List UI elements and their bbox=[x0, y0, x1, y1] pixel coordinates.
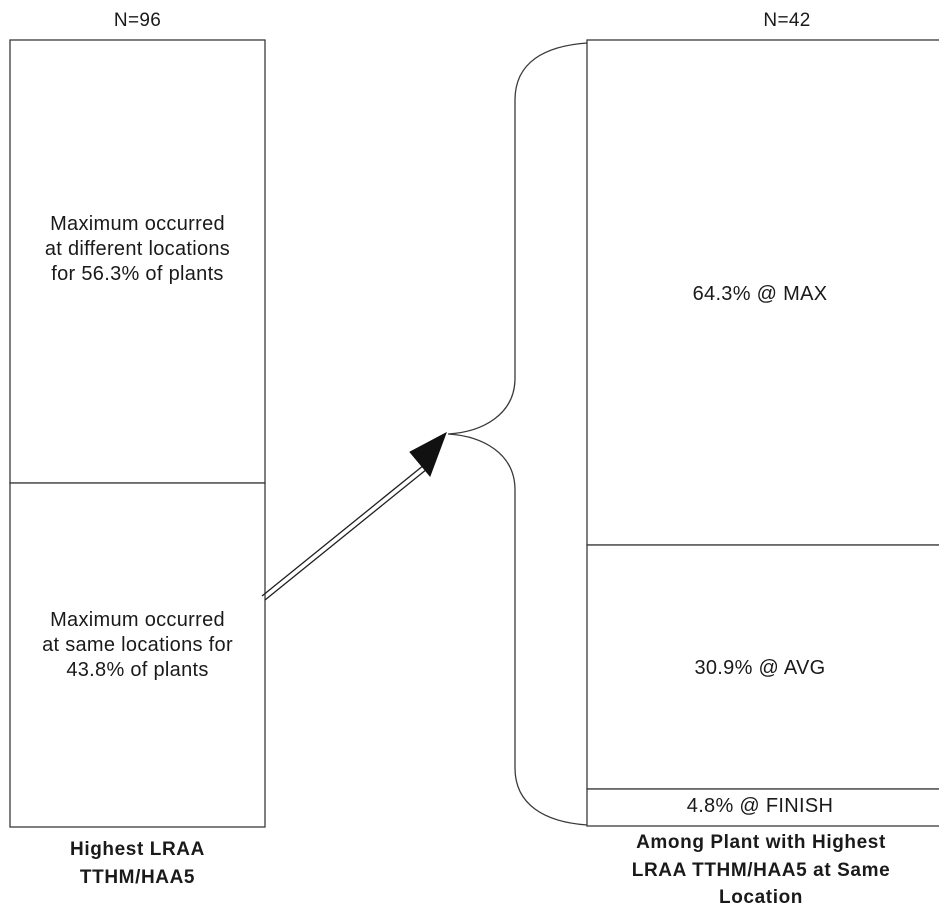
left-bar-segment-different-locations bbox=[9, 39, 266, 484]
arrow-shaft-line-2 bbox=[264, 468, 428, 601]
arrow bbox=[261, 431, 447, 601]
left-bar-caption: Highest LRAA TTHM/HAA5 bbox=[70, 839, 205, 888]
left-bar-segment-different-locations-label: Maximum occurred at different locations … bbox=[44, 213, 231, 285]
right-bar-segment-max-label: 64.3% @ MAX bbox=[692, 283, 828, 305]
right-bar-segment-finish bbox=[586, 788, 939, 827]
left-bar bbox=[9, 39, 266, 828]
right-bar bbox=[586, 39, 939, 827]
left-bar-segment-same-locations-label: Maximum occurred at same locations for 4… bbox=[42, 609, 233, 681]
right-bar-segment-finish-label: 4.8% @ FINISH bbox=[686, 795, 834, 817]
arrow-shaft-line-1 bbox=[261, 464, 425, 597]
left-bar-segment-same-locations bbox=[9, 482, 266, 828]
right-bar-segment-avg bbox=[586, 544, 939, 790]
curly-brace bbox=[447, 42, 588, 826]
left-bar-n-label: N=96 bbox=[113, 10, 162, 31]
right-bar-segment-avg-label: 30.9% @ AVG bbox=[694, 657, 826, 679]
arrow-head bbox=[409, 431, 447, 477]
right-bar-caption: Among Plant with Highest LRAA TTHM/HAA5 … bbox=[631, 832, 891, 909]
right-bar-n-label: N=42 bbox=[763, 10, 811, 31]
